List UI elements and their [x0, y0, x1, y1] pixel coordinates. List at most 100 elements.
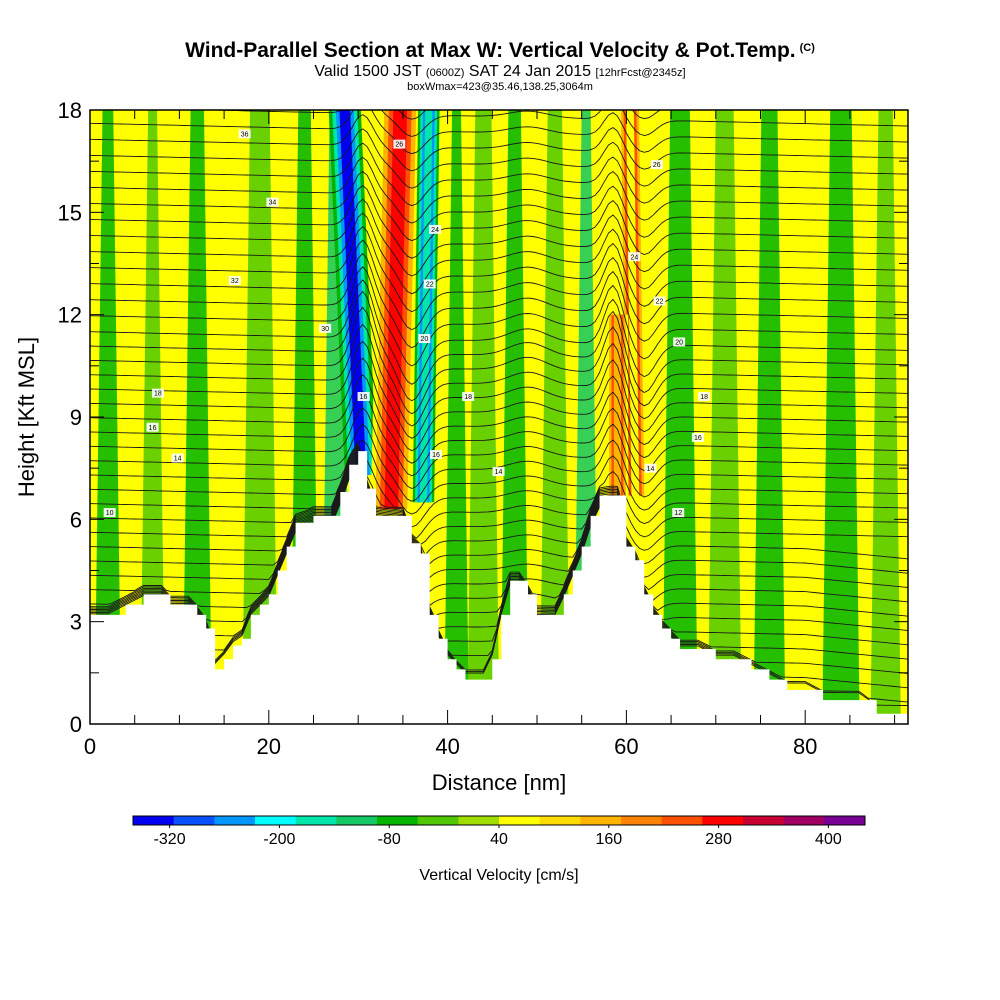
isentrope: [90, 212, 908, 295]
label-bg: [418, 334, 431, 344]
x-tick-label: 80: [793, 734, 817, 759]
isentrope: [90, 456, 908, 646]
colorbar-tick-label: 40: [490, 831, 508, 848]
isentrope-label-text: 20: [420, 336, 428, 343]
isentrope: [90, 128, 908, 189]
velocity-band: [753, 110, 786, 724]
isentrope-label: 14: [644, 463, 657, 473]
forecast-info: [12hrFcst@2345z]: [595, 67, 686, 79]
isentrope-label: 22: [653, 296, 666, 306]
isentrope-label-text: 32: [231, 278, 239, 285]
colorbar-swatch: [539, 816, 581, 825]
isentrope-lines: [90, 93, 908, 706]
isentrope: [90, 110, 908, 155]
copyright-mark: (C): [799, 42, 815, 54]
isentrope-label-text: 36: [241, 131, 249, 138]
valid-prefix: Valid 1500 JST: [314, 63, 422, 80]
isentrope-labels: 36 34 32 30 18 16 14 10 16 26 24 22 20 18 16 14 26 24 22 20…: [103, 129, 711, 518]
isentrope: [90, 252, 908, 349]
velocity-band: [182, 110, 212, 724]
isentrope: [90, 450, 908, 591]
isentrope-label: 16: [691, 432, 704, 442]
label-bg: [462, 392, 475, 402]
isentrope-label-text: 30: [321, 326, 329, 333]
colorbar-swatch: [255, 816, 296, 825]
velocity-band: [94, 110, 122, 724]
x-tick-label: 40: [435, 734, 459, 759]
valid-date: SAT 24 Jan 2015: [468, 63, 592, 80]
isentrope-label: 14: [492, 467, 505, 477]
velocity-core: [384, 110, 408, 510]
isentrope: [90, 340, 908, 439]
colorbar-swatch: [621, 816, 662, 825]
y-axis-label: Height [Kft MSL]: [14, 337, 39, 497]
y-tick-label: 9: [70, 405, 82, 430]
isentrope: [90, 374, 908, 464]
x-tick-label: 20: [257, 734, 281, 759]
isentrope-label-text: 24: [631, 254, 639, 261]
isentrope-label: 16: [357, 392, 370, 401]
label-bg: [103, 508, 116, 518]
isentrope-label-text: 14: [174, 456, 182, 463]
colorbar-swatch: [377, 816, 418, 825]
isentrope-label: 14: [171, 453, 184, 463]
isentrope-label-text: 18: [700, 394, 708, 401]
label-bg: [650, 160, 663, 170]
isentrope: [398, 93, 908, 102]
label-bg: [266, 197, 279, 207]
colorbar-swatch: [173, 816, 215, 825]
colorbar: -320 -200 -80 40 160 280 400: [132, 815, 866, 848]
isentrope-label-text: 20: [675, 340, 683, 347]
isentrope-label: 22: [423, 279, 436, 289]
label-bg: [393, 139, 406, 149]
isentrope-label: 18: [462, 392, 475, 402]
isentrope-label-text: 26: [653, 162, 661, 169]
y-tick-label: 6: [70, 507, 82, 532]
isentrope: [90, 114, 908, 172]
isentrope-label-text: 24: [431, 227, 439, 234]
isentrope-label: 18: [698, 392, 711, 401]
colorbar-swatch: [295, 816, 337, 825]
isentrope: [90, 198, 908, 277]
y-tick-label: 15: [58, 200, 82, 225]
colorbar-tick-label: -200: [263, 831, 295, 848]
isentrope-label-text: 16: [694, 435, 702, 442]
valid-time-line: Valid 1500 JST (0600Z) SAT 24 Jan 2015 […: [0, 63, 1000, 82]
isentrope-label: 34: [266, 197, 279, 207]
isentrope-label-text: 12: [674, 510, 682, 517]
isentrope: [90, 239, 908, 331]
label-bg: [238, 129, 251, 139]
isentrope-label-text: 22: [426, 282, 434, 289]
velocity-band: [140, 110, 166, 724]
chart-title: Wind-Parallel Section at Max W: Vertical…: [0, 36, 1000, 63]
colorbar-tick-label: -80: [378, 831, 401, 848]
velocity-core: [339, 110, 367, 475]
isentrope: [90, 455, 908, 631]
x-axis-label: Distance [nm]: [432, 770, 567, 795]
x-tick-label: 0: [84, 734, 96, 759]
chart-title-text: Wind-Parallel Section at Max W: Vertical…: [185, 39, 796, 62]
label-bg: [672, 508, 685, 518]
isentrope-label-text: 14: [495, 469, 503, 476]
isentrope-label-text: 16: [432, 452, 440, 459]
isentrope-label-text: 22: [656, 299, 664, 306]
label-bg: [171, 453, 184, 463]
label-bg: [492, 467, 505, 477]
isentrope: [90, 266, 908, 367]
isentrope: [90, 444, 908, 539]
velocity-band: [242, 110, 278, 724]
isentrope-label-text: 10: [106, 510, 114, 517]
velocity-core: [613, 314, 622, 503]
colorbar-swatch: [499, 816, 540, 825]
label-bg: [146, 422, 159, 432]
velocity-band: [444, 110, 470, 724]
isentrope-label: 32: [228, 276, 241, 285]
colorbar-label: Vertical Velocity [cm/s]: [419, 867, 578, 884]
box-wmax-info: boxWmax=423@35.46,138.25,3064m: [407, 81, 593, 93]
y-tick-label: 3: [70, 610, 82, 635]
colorbar-tick-label: 280: [705, 831, 732, 848]
isentrope-label: 18: [151, 388, 164, 398]
label-bg: [673, 337, 686, 347]
velocity-band: [707, 110, 742, 724]
